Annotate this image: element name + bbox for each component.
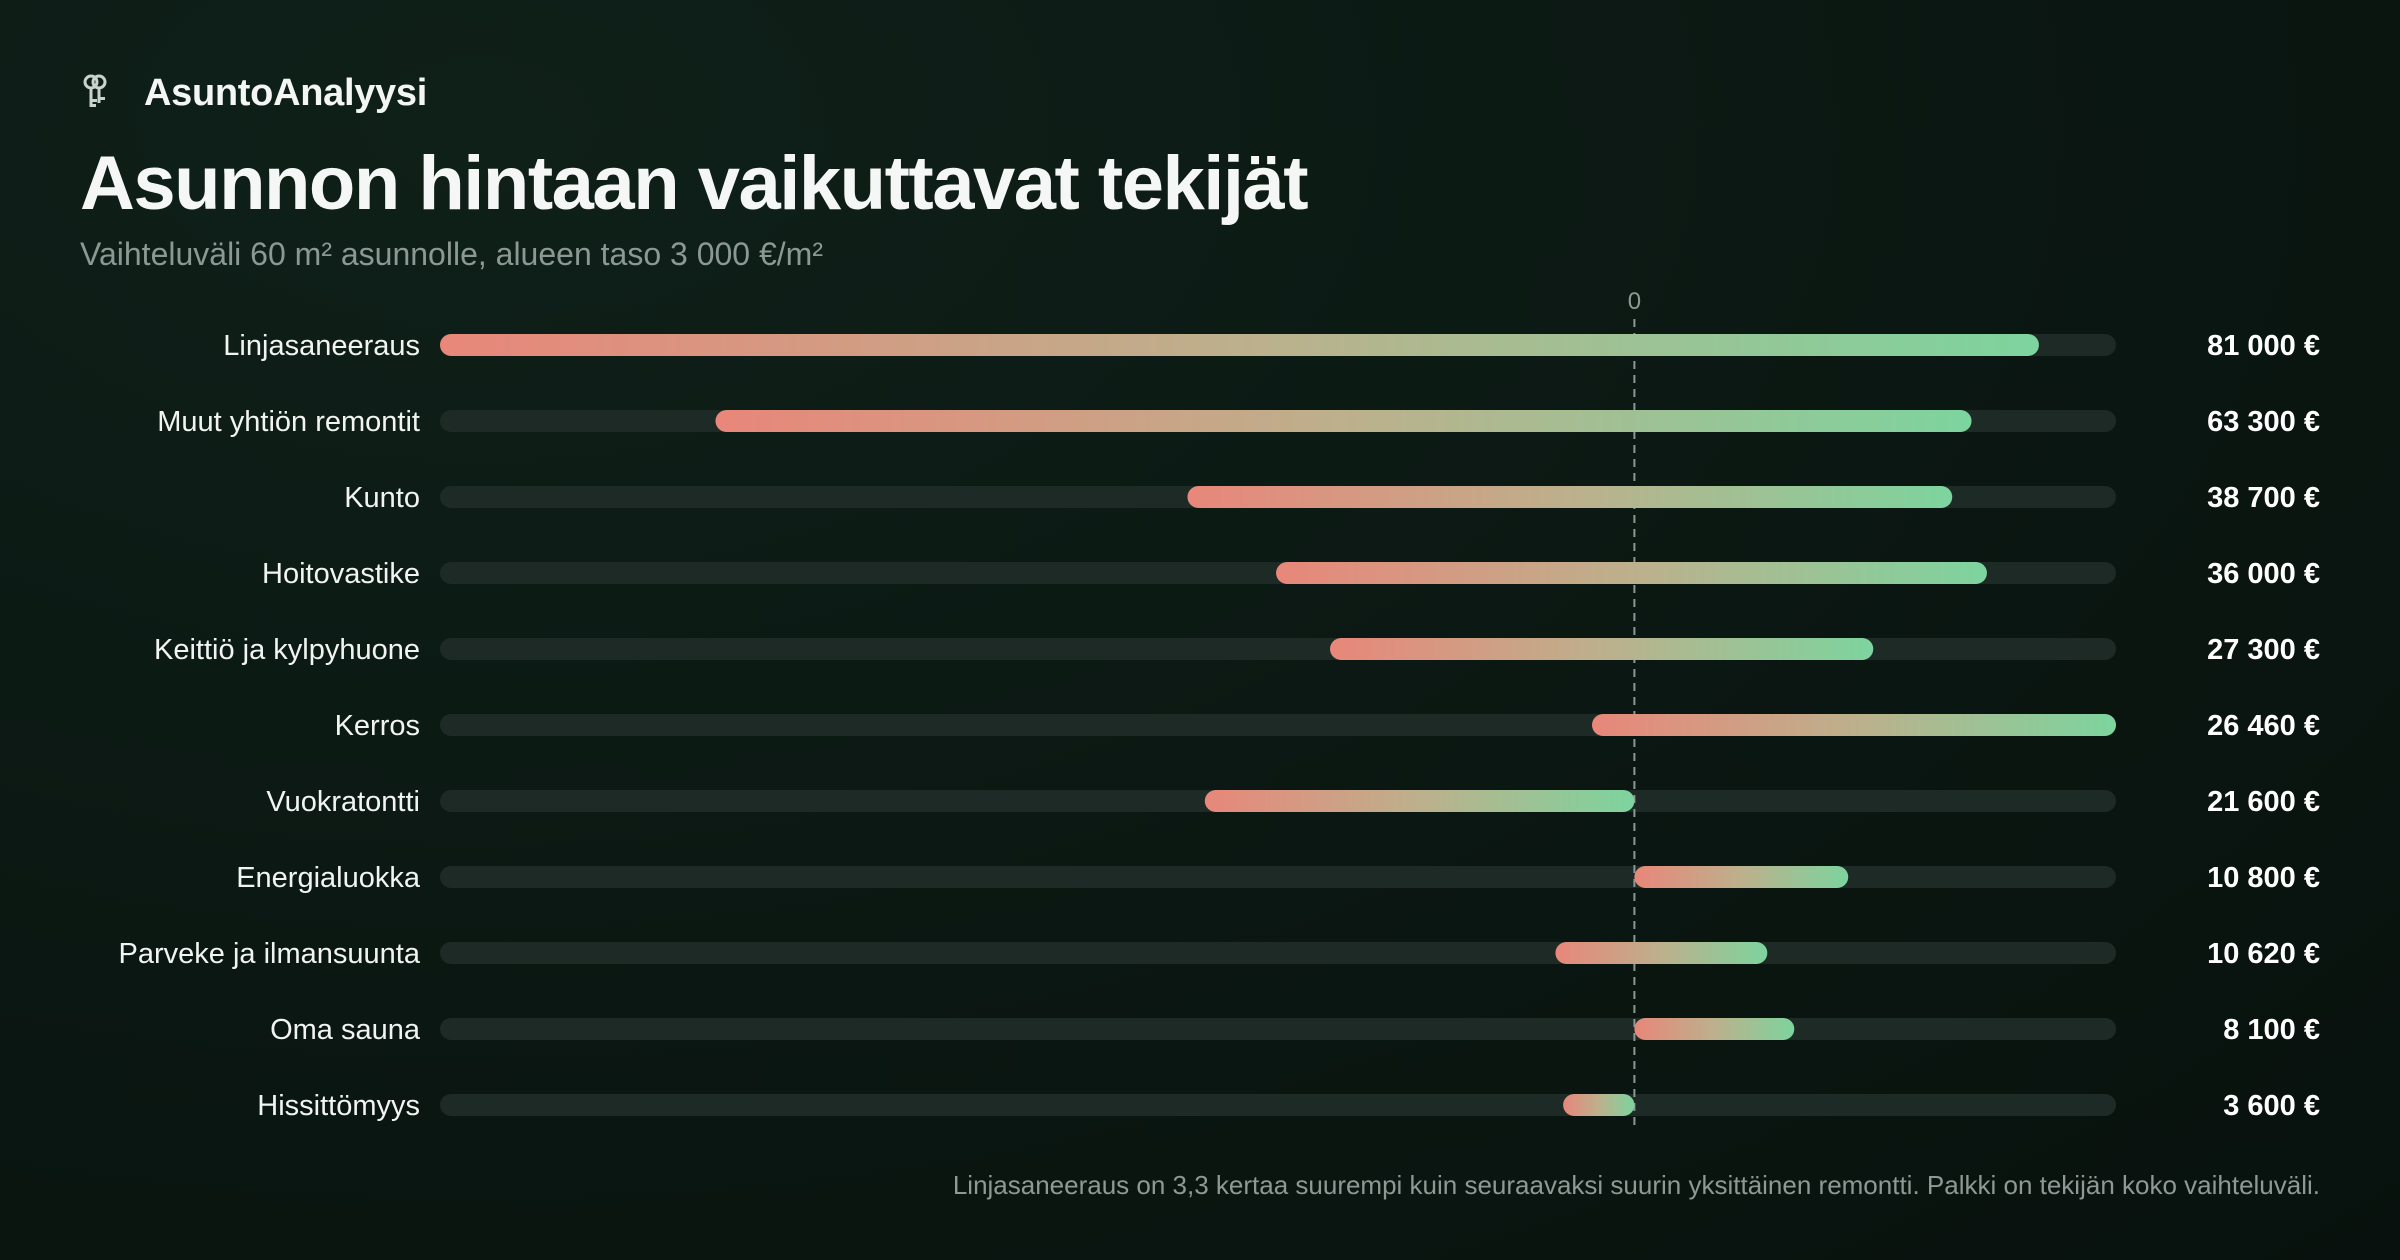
range-value-label-4: 27 300 €	[2207, 634, 2320, 666]
range-value-label-0: 81 000 €	[2207, 330, 2320, 362]
range-value-label-6: 21 600 €	[2207, 786, 2320, 818]
category-label-0: Linjasaneeraus	[223, 330, 420, 362]
range-value-label-8: 10 620 €	[2207, 938, 2320, 970]
range-bar-9	[1634, 1018, 1795, 1040]
keys-icon	[83, 74, 107, 107]
category-label-9: Oma sauna	[270, 1014, 421, 1046]
category-label-1: Muut yhtiön remontit	[157, 406, 420, 438]
bars-layer	[440, 334, 2116, 1116]
category-label-2: Kunto	[344, 482, 420, 514]
range-bar-5	[1592, 714, 2116, 736]
range-value-label-7: 10 800 €	[2207, 862, 2320, 894]
range-value-label-3: 36 000 €	[2207, 558, 2320, 590]
zero-tick-label: 0	[1628, 288, 1641, 315]
range-value-label-5: 26 460 €	[2207, 710, 2320, 742]
category-label-7: Energialuokka	[236, 862, 421, 894]
range-bar-1	[715, 410, 1972, 432]
track-10	[440, 1094, 2116, 1116]
range-bar-10	[1563, 1094, 1635, 1116]
range-bar-7	[1634, 866, 1849, 888]
track-9	[440, 1018, 2116, 1040]
range-value-label-1: 63 300 €	[2207, 406, 2320, 438]
range-value-label-10: 3 600 €	[2223, 1090, 2320, 1122]
brand: AsuntoAnalyysi	[80, 66, 427, 120]
range-bar-0	[440, 334, 2039, 356]
range-value-label-9: 8 100 €	[2223, 1014, 2320, 1046]
range-bar-3	[1276, 562, 1987, 584]
category-label-4: Keittiö ja kylpyhuone	[154, 634, 420, 666]
labels-layer: Linjasaneeraus 81 000 € Muut yhtiön remont…	[119, 330, 2320, 1122]
category-label-6: Vuokratontti	[266, 786, 420, 818]
category-label-3: Hoitovastike	[262, 558, 420, 590]
chart-title: Asunnon hintaan vaikuttavat tekijät	[80, 141, 1309, 226]
brand-name: AsuntoAnalyysi	[144, 71, 427, 114]
category-label-8: Parveke ja ilmansuunta	[119, 938, 421, 970]
category-label-10: Hissittömyys	[257, 1090, 420, 1122]
track-8	[440, 942, 2116, 964]
range-bar-4	[1330, 638, 1874, 660]
chart-subtitle: Vaihteluväli 60 m² asunnolle, alueen tas…	[80, 236, 823, 272]
range-bar-2	[1187, 486, 1953, 508]
range-value-label-2: 38 700 €	[2207, 482, 2320, 514]
category-label-5: Kerros	[335, 710, 420, 742]
track-7	[440, 866, 2116, 888]
footnote: Linjasaneeraus on 3,3 kertaa suurempi ku…	[952, 1170, 2320, 1200]
range-bar-8	[1555, 942, 1768, 964]
range-bar-6	[1204, 790, 1635, 812]
